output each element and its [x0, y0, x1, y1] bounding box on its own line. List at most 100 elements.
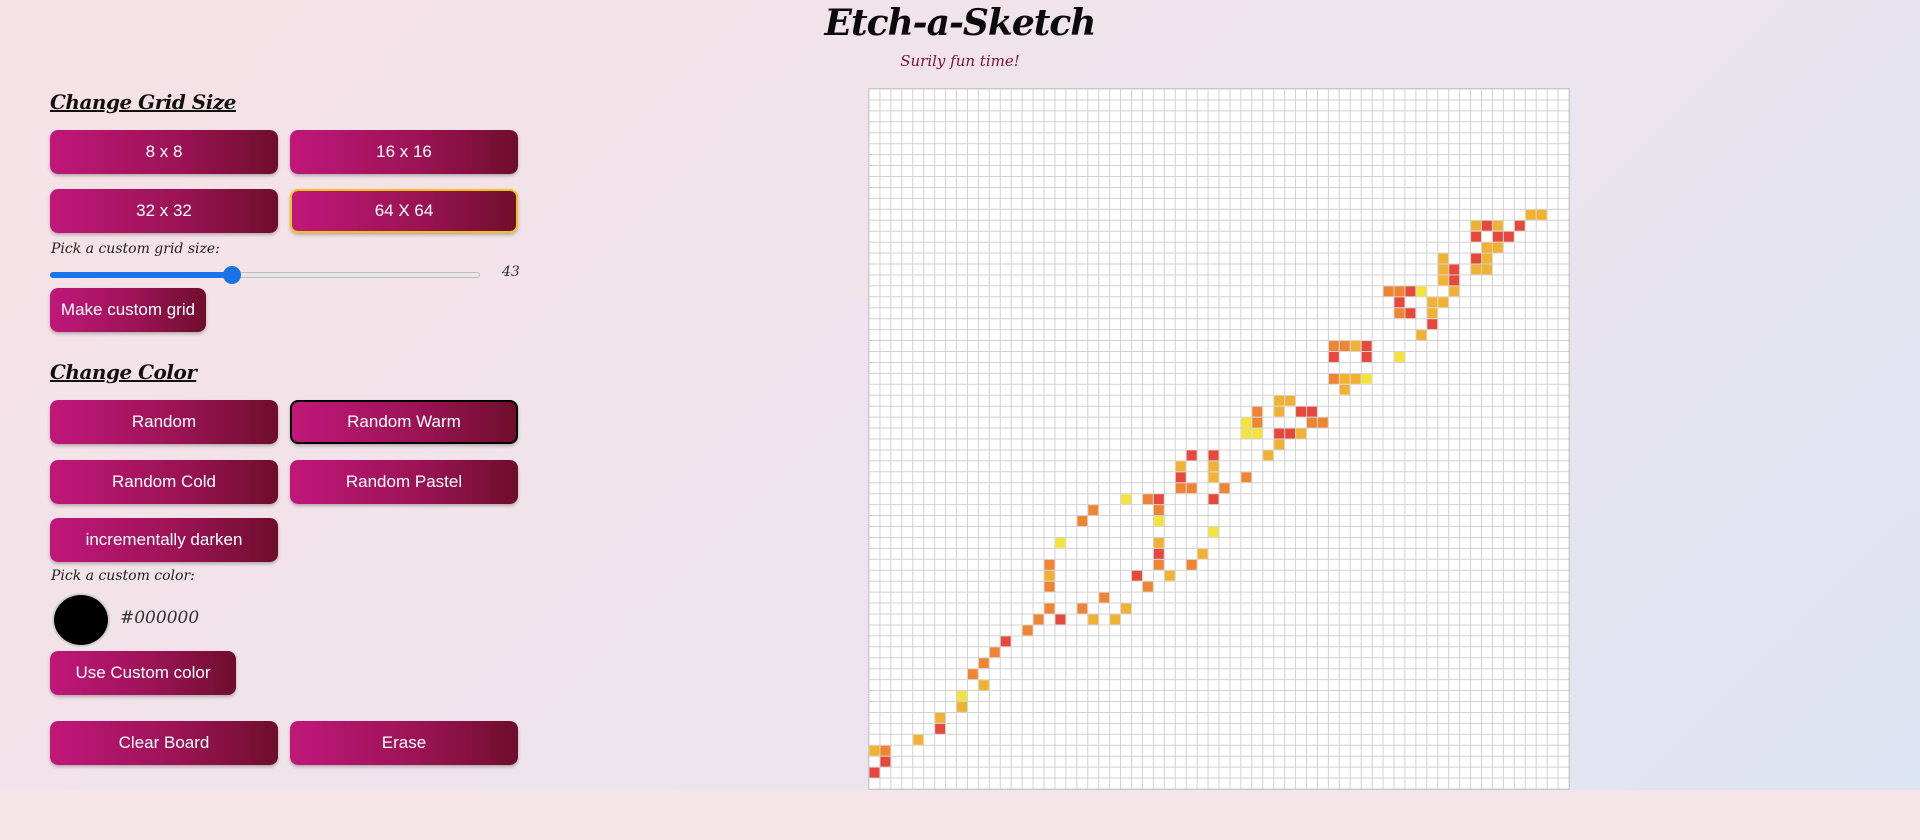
painted-cell[interactable] — [1274, 406, 1285, 417]
painted-cell[interactable] — [1110, 614, 1121, 625]
painted-cell[interactable] — [1350, 373, 1361, 384]
painted-cell[interactable] — [1361, 352, 1372, 362]
painted-cell[interactable] — [1186, 559, 1197, 570]
painted-cell[interactable] — [1121, 494, 1131, 505]
painted-cell[interactable] — [1241, 417, 1252, 428]
painted-cell[interactable] — [1492, 220, 1503, 231]
painted-cell[interactable] — [1153, 505, 1164, 516]
painted-cell[interactable] — [1197, 548, 1208, 559]
painted-cell[interactable] — [880, 756, 891, 767]
painted-cell[interactable] — [1503, 231, 1514, 242]
painted-cell[interactable] — [1296, 406, 1306, 417]
painted-cell[interactable] — [1482, 253, 1492, 264]
make-custom-grid-button[interactable]: Make custom grid — [50, 288, 206, 332]
painted-cell[interactable] — [1471, 253, 1481, 264]
painted-cell[interactable] — [1088, 505, 1099, 516]
painted-cell[interactable] — [1121, 603, 1131, 614]
painted-cell[interactable] — [1449, 286, 1460, 297]
painted-cell[interactable] — [1153, 559, 1164, 570]
painted-cell[interactable] — [1055, 614, 1066, 625]
grid-64-button[interactable]: 64 X 64 — [290, 189, 518, 233]
painted-cell[interactable] — [1339, 384, 1350, 395]
painted-cell[interactable] — [1252, 428, 1263, 439]
painted-cell[interactable] — [1394, 286, 1405, 297]
sketch-board[interactable] — [868, 88, 1570, 790]
painted-cell[interactable] — [1208, 461, 1219, 472]
painted-cell[interactable] — [1274, 428, 1285, 439]
painted-cell[interactable] — [1405, 308, 1416, 319]
painted-cell[interactable] — [967, 669, 978, 680]
painted-cell[interactable] — [1383, 286, 1394, 297]
painted-cell[interactable] — [1438, 264, 1449, 275]
painted-cell[interactable] — [880, 745, 891, 756]
use-custom-color-button[interactable]: Use Custom color — [50, 651, 236, 695]
painted-cell[interactable] — [1394, 297, 1405, 308]
painted-cell[interactable] — [1044, 581, 1055, 592]
painted-cell[interactable] — [1307, 417, 1317, 428]
painted-cell[interactable] — [1514, 220, 1525, 231]
painted-cell[interactable] — [935, 723, 946, 734]
painted-cell[interactable] — [957, 691, 967, 701]
painted-cell[interactable] — [1394, 308, 1405, 319]
painted-cell[interactable] — [1449, 264, 1460, 275]
painted-cell[interactable] — [913, 734, 924, 745]
painted-cell[interactable] — [1208, 527, 1219, 537]
painted-cell[interactable] — [1153, 494, 1164, 505]
painted-cell[interactable] — [1241, 428, 1252, 439]
painted-cell[interactable] — [1153, 516, 1164, 526]
painted-cell[interactable] — [1317, 417, 1328, 428]
painted-cell[interactable] — [1252, 406, 1263, 417]
painted-cell[interactable] — [1033, 614, 1044, 625]
painted-cell[interactable] — [1241, 472, 1252, 483]
painted-cell[interactable] — [1438, 275, 1449, 286]
slider-thumb[interactable] — [223, 266, 242, 284]
painted-cell[interactable] — [1285, 428, 1296, 439]
painted-cell[interactable] — [1175, 472, 1186, 483]
grid-size-slider[interactable] — [50, 266, 480, 284]
painted-cell[interactable] — [935, 712, 946, 723]
painted-cell[interactable] — [1416, 330, 1427, 341]
painted-cell[interactable] — [1055, 537, 1066, 548]
painted-cell[interactable] — [1394, 352, 1405, 362]
painted-cell[interactable] — [1471, 231, 1481, 242]
color-picker-swatch[interactable] — [52, 593, 110, 647]
painted-cell[interactable] — [1449, 275, 1460, 286]
random-cold-button[interactable]: Random Cold — [50, 460, 278, 504]
painted-cell[interactable] — [1219, 483, 1230, 494]
erase-button[interactable]: Erase — [290, 721, 518, 765]
painted-cell[interactable] — [1427, 308, 1438, 319]
clear-board-button[interactable]: Clear Board — [50, 721, 278, 765]
painted-cell[interactable] — [1482, 220, 1492, 231]
painted-cell[interactable] — [1208, 450, 1219, 461]
painted-cell[interactable] — [1339, 373, 1350, 384]
painted-cell[interactable] — [1405, 286, 1416, 297]
painted-cell[interactable] — [1000, 636, 1011, 647]
painted-cell[interactable] — [978, 680, 989, 691]
painted-cell[interactable] — [1492, 242, 1503, 253]
painted-cell[interactable] — [1153, 548, 1164, 559]
painted-cell[interactable] — [989, 647, 1000, 658]
painted-cell[interactable] — [1153, 537, 1164, 548]
grid-16-button[interactable]: 16 x 16 — [290, 130, 518, 174]
painted-cell[interactable] — [1427, 297, 1438, 308]
painted-cell[interactable] — [869, 745, 880, 756]
painted-cell[interactable] — [1142, 581, 1153, 592]
painted-cell[interactable] — [1492, 231, 1503, 242]
painted-cell[interactable] — [1482, 264, 1492, 275]
painted-cell[interactable] — [1175, 461, 1186, 472]
painted-cell[interactable] — [1044, 559, 1055, 570]
painted-cell[interactable] — [1328, 352, 1339, 362]
painted-cell[interactable] — [1208, 472, 1219, 483]
painted-cell[interactable] — [978, 658, 989, 669]
random-color-button[interactable]: Random — [50, 400, 278, 444]
painted-cell[interactable] — [1438, 297, 1449, 308]
painted-cell[interactable] — [1044, 603, 1055, 614]
painted-cell[interactable] — [1142, 494, 1153, 505]
painted-cell[interactable] — [1285, 395, 1296, 406]
painted-cell[interactable] — [1482, 242, 1492, 253]
painted-cell[interactable] — [1274, 439, 1285, 450]
painted-cell[interactable] — [1208, 494, 1219, 505]
painted-cell[interactable] — [1186, 450, 1197, 461]
painted-cell[interactable] — [1263, 450, 1274, 461]
painted-cell[interactable] — [1350, 341, 1361, 351]
